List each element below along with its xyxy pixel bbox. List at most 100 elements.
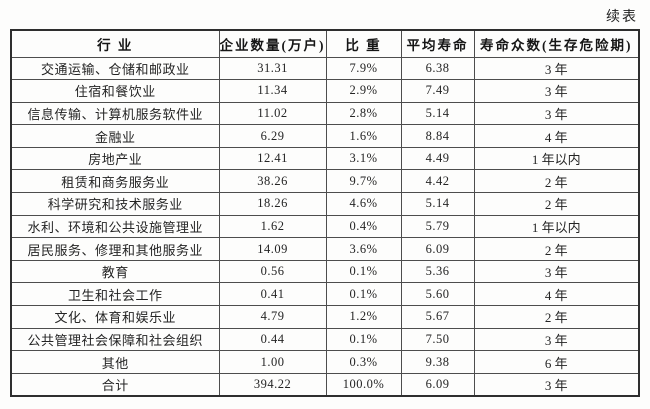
cell-avg-lifespan: 6.38 xyxy=(400,56,475,81)
industry-lifespan-table: 行 业 企业数量(万户) 比 重 平均寿命 寿命众数(生存危险期) 交通运输、仓… xyxy=(10,29,640,397)
cell-lifespan-mode: 4 年 xyxy=(473,124,640,148)
cell-lifespan-mode: 2 年 xyxy=(473,169,640,194)
table-row: 科学研究和技术服务业 18.26 4.6% 5.14 2 年 xyxy=(10,192,640,216)
table-row: 金融业 6.29 1.6% 8.84 4 年 xyxy=(10,124,640,148)
table-row: 其他 1.00 0.3% 9.38 6 年 xyxy=(10,350,640,374)
cell-enterprise-count: 0.56 xyxy=(218,259,327,284)
cell-lifespan-mode: 3 年 xyxy=(473,372,640,397)
header-lifespan-mode: 寿命众数(生存危险期) xyxy=(473,29,640,58)
cell-avg-lifespan: 5.60 xyxy=(400,282,475,307)
table-row: 教育 0.56 0.1% 5.36 3 年 xyxy=(10,259,640,284)
table-row: 房地产业 12.41 3.1% 4.49 1 年以内 xyxy=(10,146,640,171)
cell-enterprise-count: 4.79 xyxy=(218,305,327,329)
cell-enterprise-count: 14.09 xyxy=(218,237,327,261)
table-row: 文化、体育和娱乐业 4.79 1.2% 5.67 2 年 xyxy=(10,305,640,329)
cell-industry: 教育 xyxy=(10,259,220,284)
cell-lifespan-mode: 1 年以内 xyxy=(473,146,640,171)
cell-enterprise-count: 1.62 xyxy=(218,214,327,239)
header-row: 行 业 企业数量(万户) 比 重 平均寿命 寿命众数(生存危险期) xyxy=(10,29,640,58)
cell-share: 3.6% xyxy=(325,237,402,261)
table-body: 交通运输、仓储和邮政业 31.31 7.9% 6.38 3 年住宿和餐饮业 11.34 2.… xyxy=(10,56,640,397)
cell-enterprise-count: 38.26 xyxy=(218,169,327,194)
cell-industry: 水利、环境和公共设施管理业 xyxy=(10,214,220,239)
cell-share: 2.8% xyxy=(325,101,402,126)
cell-enterprise-count: 18.26 xyxy=(218,192,327,216)
cell-avg-lifespan: 6.09 xyxy=(400,237,475,261)
cell-industry: 文化、体育和娱乐业 xyxy=(10,305,220,329)
continuation-label: 续表 xyxy=(606,10,638,25)
cell-avg-lifespan: 5.67 xyxy=(400,305,475,329)
cell-avg-lifespan: 6.09 xyxy=(400,372,475,397)
cell-lifespan-mode: 6 年 xyxy=(473,350,640,374)
cell-share: 0.3% xyxy=(325,350,402,374)
cell-avg-lifespan: 5.14 xyxy=(400,101,475,126)
table-row: 水利、环境和公共设施管理业 1.62 0.4% 5.79 1 年以内 xyxy=(10,214,640,239)
cell-enterprise-count: 12.41 xyxy=(218,146,327,171)
cell-lifespan-mode: 3 年 xyxy=(473,259,640,284)
cell-industry: 其他 xyxy=(10,350,220,374)
cell-lifespan-mode: 3 年 xyxy=(473,101,640,126)
cell-share: 0.1% xyxy=(325,282,402,307)
cell-avg-lifespan: 9.38 xyxy=(400,350,475,374)
cell-share: 3.1% xyxy=(325,146,402,171)
cell-lifespan-mode: 2 年 xyxy=(473,237,640,261)
cell-enterprise-count: 11.02 xyxy=(218,101,327,126)
cell-avg-lifespan: 4.49 xyxy=(400,146,475,171)
cell-lifespan-mode: 3 年 xyxy=(473,56,640,81)
cell-share: 100.0% xyxy=(325,372,402,397)
cell-enterprise-count: 1.00 xyxy=(218,350,327,374)
cell-industry: 公共管理社会保障和社会组织 xyxy=(10,327,220,352)
table-row: 住宿和餐饮业 11.34 2.9% 7.49 3 年 xyxy=(10,79,640,103)
cell-share: 9.7% xyxy=(325,169,402,194)
table-row: 交通运输、仓储和邮政业 31.31 7.9% 6.38 3 年 xyxy=(10,56,640,81)
cell-avg-lifespan: 7.50 xyxy=(400,327,475,352)
header-industry: 行 业 xyxy=(10,29,220,58)
cell-industry: 合计 xyxy=(10,372,220,397)
cell-industry: 交通运输、仓储和邮政业 xyxy=(10,56,220,81)
cell-avg-lifespan: 5.14 xyxy=(400,192,475,216)
cell-lifespan-mode: 2 年 xyxy=(473,305,640,329)
cell-share: 1.2% xyxy=(325,305,402,329)
cell-industry: 住宿和餐饮业 xyxy=(10,79,220,103)
cell-lifespan-mode: 1 年以内 xyxy=(473,214,640,239)
cell-share: 4.6% xyxy=(325,192,402,216)
table-row: 卫生和社会工作 0.41 0.1% 5.60 4 年 xyxy=(10,282,640,307)
cell-avg-lifespan: 8.84 xyxy=(400,124,475,148)
header-share: 比 重 xyxy=(325,29,402,58)
header-enterprise-count: 企业数量(万户) xyxy=(218,29,327,58)
cell-avg-lifespan: 4.42 xyxy=(400,169,475,194)
cell-industry: 租赁和商务服务业 xyxy=(10,169,220,194)
cell-lifespan-mode: 2 年 xyxy=(473,192,640,216)
cell-enterprise-count: 31.31 xyxy=(218,56,327,81)
cell-enterprise-count: 0.44 xyxy=(218,327,327,352)
cell-industry: 金融业 xyxy=(10,124,220,148)
cell-share: 7.9% xyxy=(325,56,402,81)
table-row: 信息传输、计算机服务软件业 11.02 2.8% 5.14 3 年 xyxy=(10,101,640,126)
table-row: 居民服务、修理和其他服务业 14.09 3.6% 6.09 2 年 xyxy=(10,237,640,261)
cell-enterprise-count: 0.41 xyxy=(218,282,327,307)
table-header: 行 业 企业数量(万户) 比 重 平均寿命 寿命众数(生存危险期) xyxy=(10,29,640,58)
cell-avg-lifespan: 5.36 xyxy=(400,259,475,284)
cell-enterprise-count: 11.34 xyxy=(218,79,327,103)
cell-lifespan-mode: 4 年 xyxy=(473,282,640,307)
header-avg-lifespan: 平均寿命 xyxy=(400,29,475,58)
cell-share: 0.4% xyxy=(325,214,402,239)
cell-lifespan-mode: 3 年 xyxy=(473,79,640,103)
cell-share: 0.1% xyxy=(325,327,402,352)
cell-avg-lifespan: 5.79 xyxy=(400,214,475,239)
cell-enterprise-count: 6.29 xyxy=(218,124,327,148)
cell-avg-lifespan: 7.49 xyxy=(400,79,475,103)
table-row: 合计 394.22 100.0% 6.09 3 年 xyxy=(10,372,640,397)
cell-industry: 卫生和社会工作 xyxy=(10,282,220,307)
table-row: 租赁和商务服务业 38.26 9.7% 4.42 2 年 xyxy=(10,169,640,194)
cell-industry: 科学研究和技术服务业 xyxy=(10,192,220,216)
table-row: 公共管理社会保障和社会组织 0.44 0.1% 7.50 3 年 xyxy=(10,327,640,352)
cell-enterprise-count: 394.22 xyxy=(218,372,327,397)
cell-share: 2.9% xyxy=(325,79,402,103)
cell-lifespan-mode: 3 年 xyxy=(473,327,640,352)
cell-industry: 房地产业 xyxy=(10,146,220,171)
cell-share: 0.1% xyxy=(325,259,402,284)
cell-industry: 信息传输、计算机服务软件业 xyxy=(10,101,220,126)
cell-share: 1.6% xyxy=(325,124,402,148)
